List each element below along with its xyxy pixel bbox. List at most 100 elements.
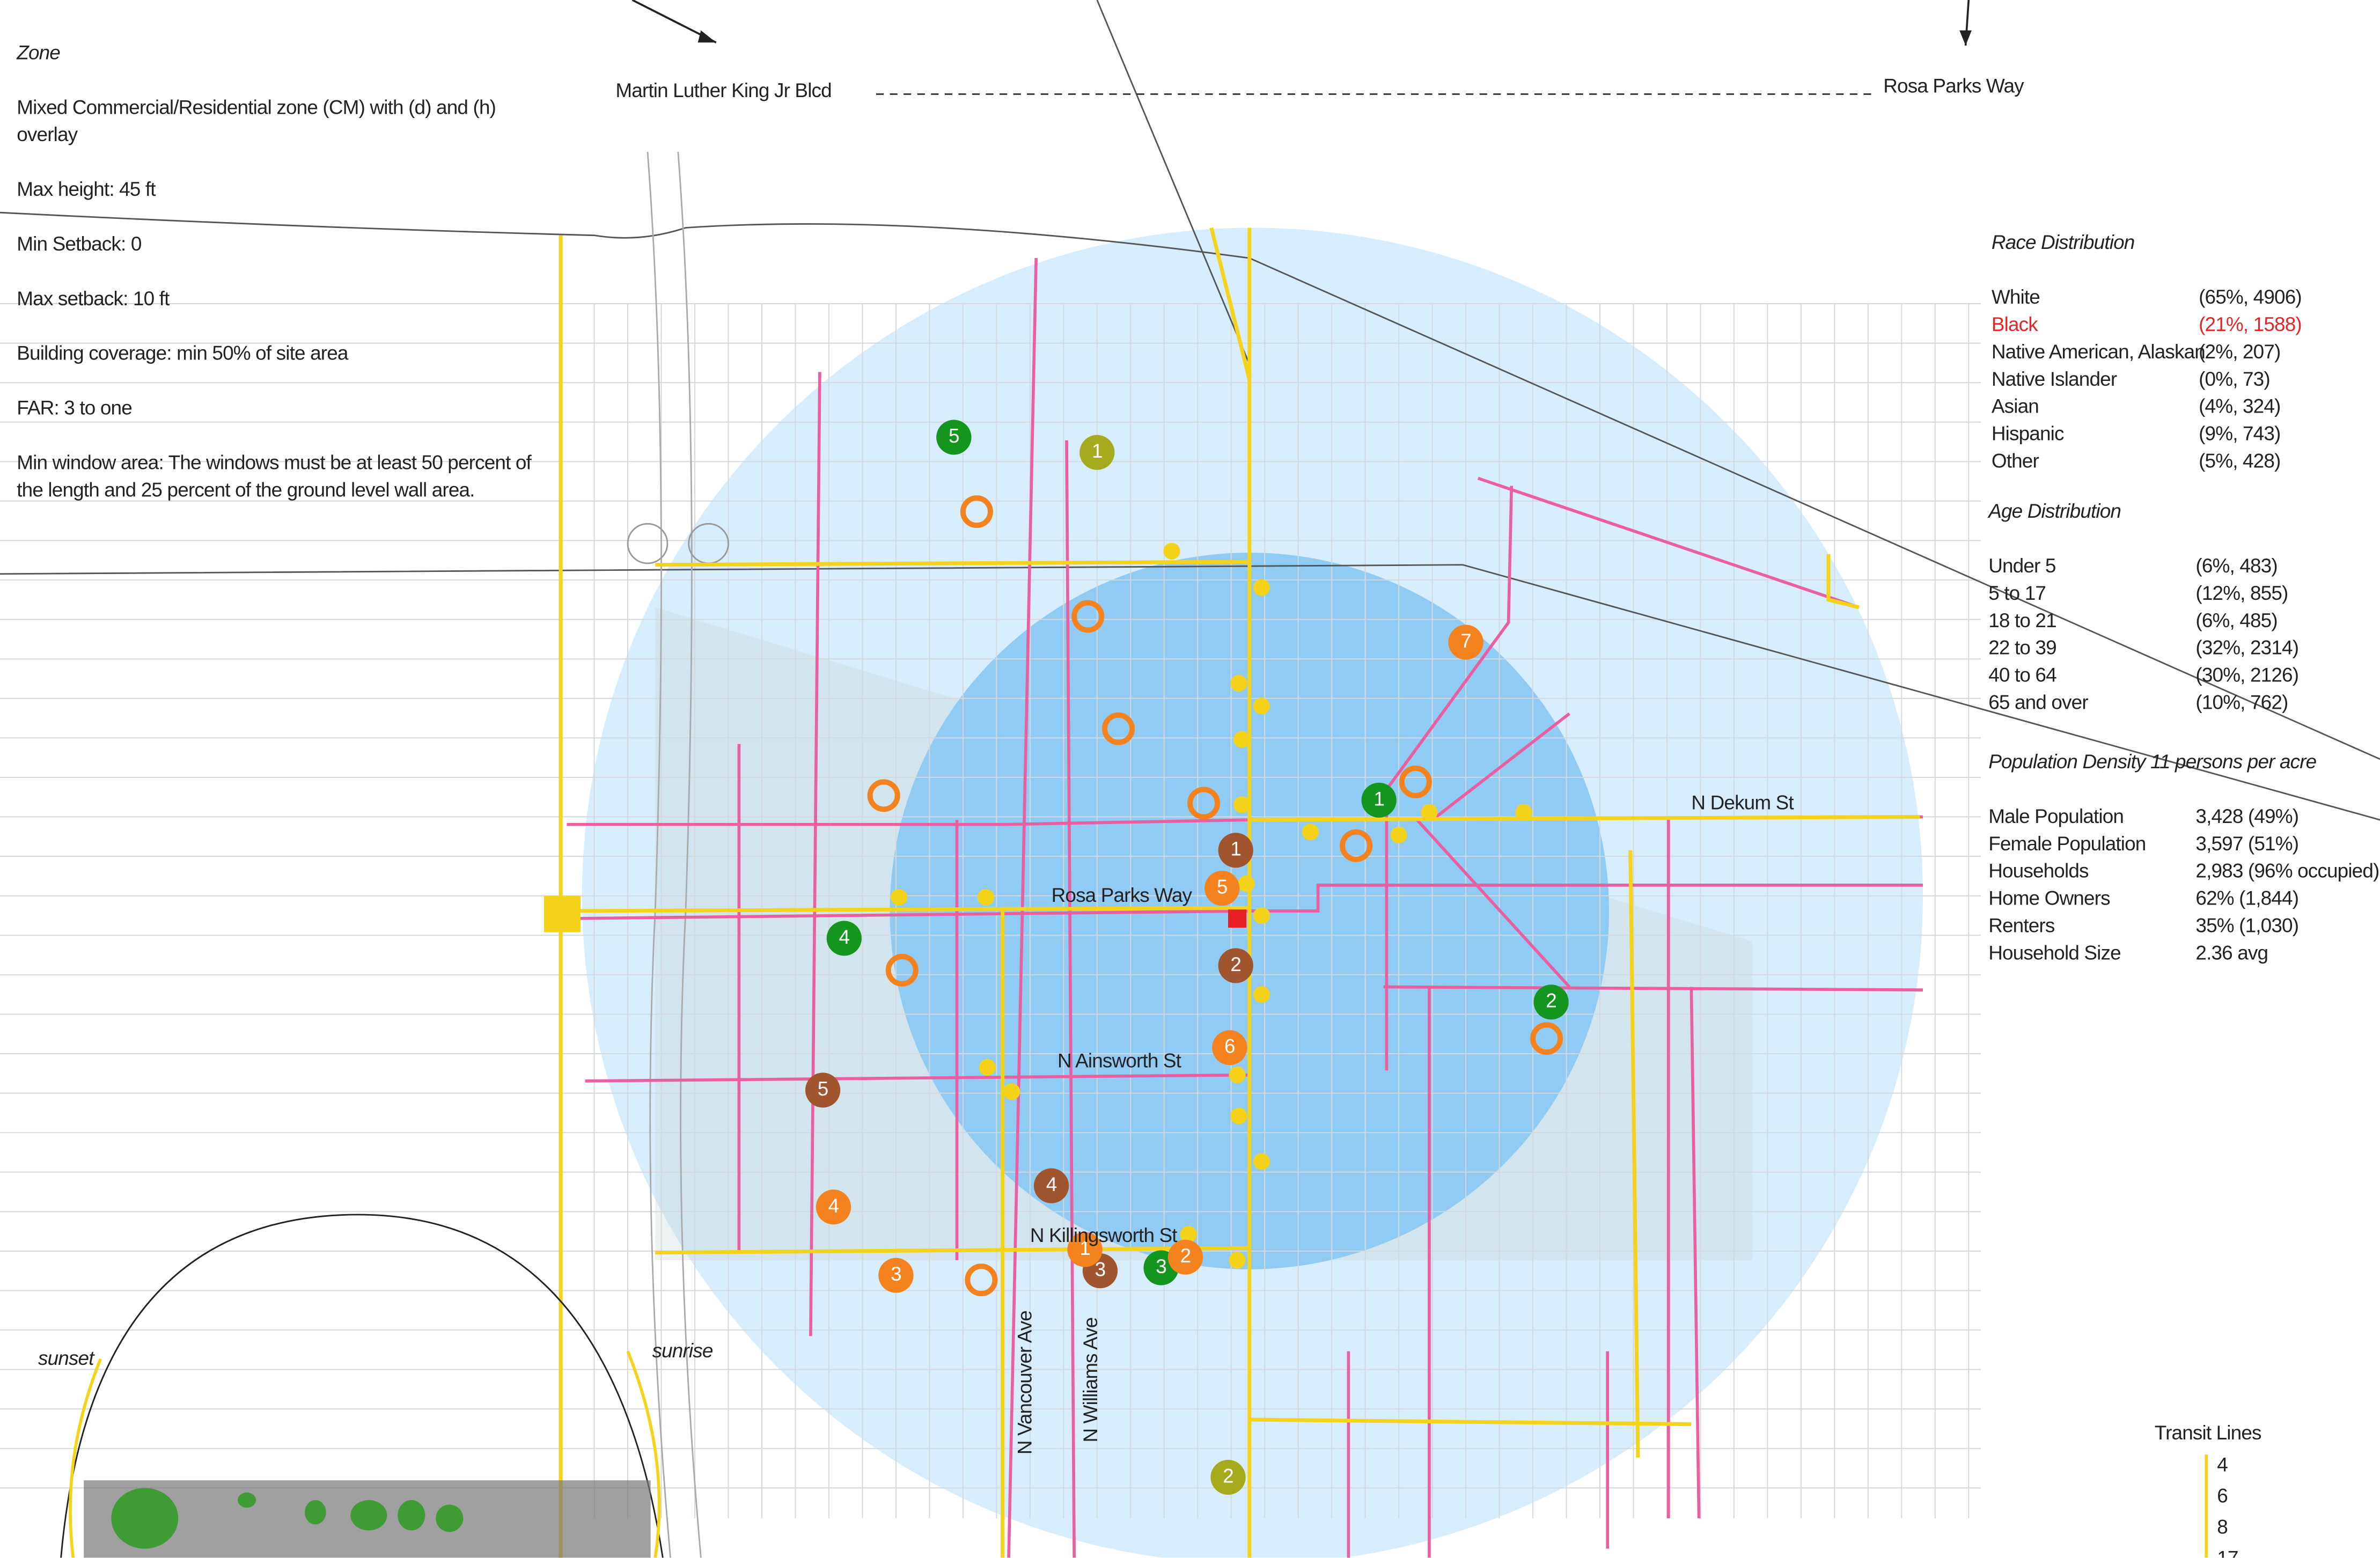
stat-value: (9%, 743) [2199, 423, 2280, 445]
stat-value: 35% (1,030) [2195, 915, 2298, 937]
stat-value: (65%, 4906) [2199, 286, 2302, 308]
transit-stop [1163, 543, 1180, 560]
transit-stop [1253, 986, 1270, 1003]
stat-label: Household Size [1988, 942, 2121, 964]
stat-label: Hispanic [1992, 423, 2064, 445]
zone-line: FAR: 3 to one [17, 395, 542, 422]
stat-label: Female Population [1988, 833, 2146, 855]
transit-stop [978, 889, 994, 906]
marker-label: 5 [818, 1078, 828, 1100]
marker-label: 5 [1217, 876, 1228, 898]
street-label: Rosa Parks Way [1052, 884, 1193, 906]
zone-title: Zone [17, 40, 542, 67]
marker-label: 4 [828, 1195, 839, 1217]
marker-label: 3 [891, 1263, 901, 1285]
street-label: N Ainsworth St [1057, 1050, 1181, 1072]
marker-label: 2 [1230, 953, 1241, 975]
transit-stop [1253, 579, 1270, 596]
section-title: Age Distribution [1987, 500, 2121, 522]
transit-stop [1238, 875, 1255, 892]
stat-label: 65 and over [1988, 692, 2088, 714]
zone-info: Zone Mixed Commercial/Residential zone (… [17, 40, 542, 532]
stat-label: 5 to 17 [1988, 582, 2046, 604]
stat-value: (12%, 855) [2195, 582, 2288, 604]
stat-label: 40 to 64 [1988, 664, 2056, 686]
zone-line: Mixed Commercial/Residential zone (CM) w… [17, 94, 542, 149]
transit-stop [1253, 1153, 1270, 1170]
stat-value: (4%, 324) [2199, 395, 2280, 417]
stat-value: (2%, 207) [2199, 341, 2280, 363]
stat-value: (5%, 428) [2199, 450, 2280, 472]
stat-label: Renters [1988, 915, 2055, 937]
stat-label: Under 5 [1988, 555, 2055, 577]
transit-stop [1253, 907, 1270, 924]
stat-value: (0%, 73) [2199, 368, 2270, 390]
stat-label: Other [1992, 450, 2039, 472]
legend-title: Transit Lines [2155, 1422, 2261, 1444]
marker-label: 4 [1046, 1173, 1057, 1195]
legend-item: 8 [2217, 1516, 2228, 1538]
stat-label: White [1992, 286, 2040, 308]
transit-stop [1003, 1083, 1020, 1100]
stat-value: 3,428 (49%) [2195, 805, 2298, 827]
transit-stop [1229, 1252, 1245, 1268]
map-canvas: 5412312125437564312 Martin Luther King J… [0, 0, 2380, 1558]
transit-stop [1233, 796, 1250, 813]
transit-stop [1233, 731, 1250, 748]
zone-line: Min Setback: 0 [17, 231, 542, 258]
stat-label: Male Population [1988, 805, 2124, 827]
zone-line: Min window area: The windows must be at … [17, 450, 542, 504]
callout: Rosa Parks Way [1883, 75, 2024, 97]
marker-label: 2 [1546, 990, 1556, 1012]
legend-item: 4 [2217, 1453, 2228, 1475]
stat-label: 22 to 39 [1988, 637, 2056, 659]
transit-stop [1421, 804, 1437, 820]
stat-label: Households [1988, 860, 2089, 882]
sun-label: sunset [38, 1347, 95, 1369]
marker-label: 1 [1092, 440, 1103, 462]
transit-stop [1230, 675, 1247, 692]
marker-label: 7 [1460, 630, 1471, 652]
transit-stop [979, 1059, 996, 1076]
marker-label: 2 [1180, 1245, 1191, 1267]
stat-value: (10%, 762) [2195, 692, 2288, 714]
stat-value: 2.36 avg [2195, 942, 2268, 964]
zone-line: Max setback: 10 ft [17, 285, 542, 313]
marker-label: 1 [1373, 788, 1384, 810]
stat-value: (6%, 483) [2195, 555, 2277, 577]
stat-value: (30%, 2126) [2195, 664, 2298, 686]
stat-value: (6%, 485) [2195, 609, 2277, 631]
stat-value: 3,597 (51%) [2195, 833, 2298, 855]
street-label: N Vancouver Ave [1014, 1311, 1036, 1454]
callout: Martin Luther King Jr Blcd [615, 79, 831, 101]
stat-value: 62% (1,844) [2195, 887, 2298, 909]
marker-label: 6 [1224, 1035, 1235, 1057]
stat-label: Native Islander [1992, 368, 2117, 390]
marker-label: 3 [1156, 1255, 1166, 1277]
transit-stop [1515, 804, 1532, 820]
stat-value: 2,983 (96% occupied) [2195, 860, 2379, 882]
transit-stop [891, 889, 907, 906]
zone-line: Building coverage: min 50% of site area [17, 340, 542, 368]
transit-stop [1391, 827, 1407, 843]
legend-item: 6 [2217, 1484, 2228, 1506]
marker-label: 4 [839, 926, 850, 948]
stat-value: (32%, 2314) [2195, 637, 2298, 659]
legend-item: 17 [2217, 1547, 2238, 1557]
section-title: Population Density 11 persons per acre [1988, 751, 2317, 773]
transit-stop [1230, 1107, 1247, 1124]
stat-label: 18 to 21 [1988, 609, 2056, 631]
zone-line: Max height: 45 ft [17, 176, 542, 203]
stat-value: (21%, 1588) [2199, 313, 2302, 335]
street-label: N Williams Ave [1079, 1318, 1101, 1443]
street-label: N Dekum St [1691, 791, 1794, 813]
street-label: N Killingsworth St [1030, 1224, 1177, 1246]
marker-label: 1 [1230, 838, 1241, 860]
stat-label: Home Owners [1988, 887, 2110, 909]
page: 5412312125437564312 Martin Luther King J… [0, 0, 2380, 1558]
stat-label: Black [1992, 313, 2038, 335]
transit-stop [1229, 1067, 1245, 1083]
transit-stop [1253, 697, 1270, 714]
marker-label: 5 [949, 425, 959, 447]
section-title: Race Distribution [1992, 231, 2135, 253]
